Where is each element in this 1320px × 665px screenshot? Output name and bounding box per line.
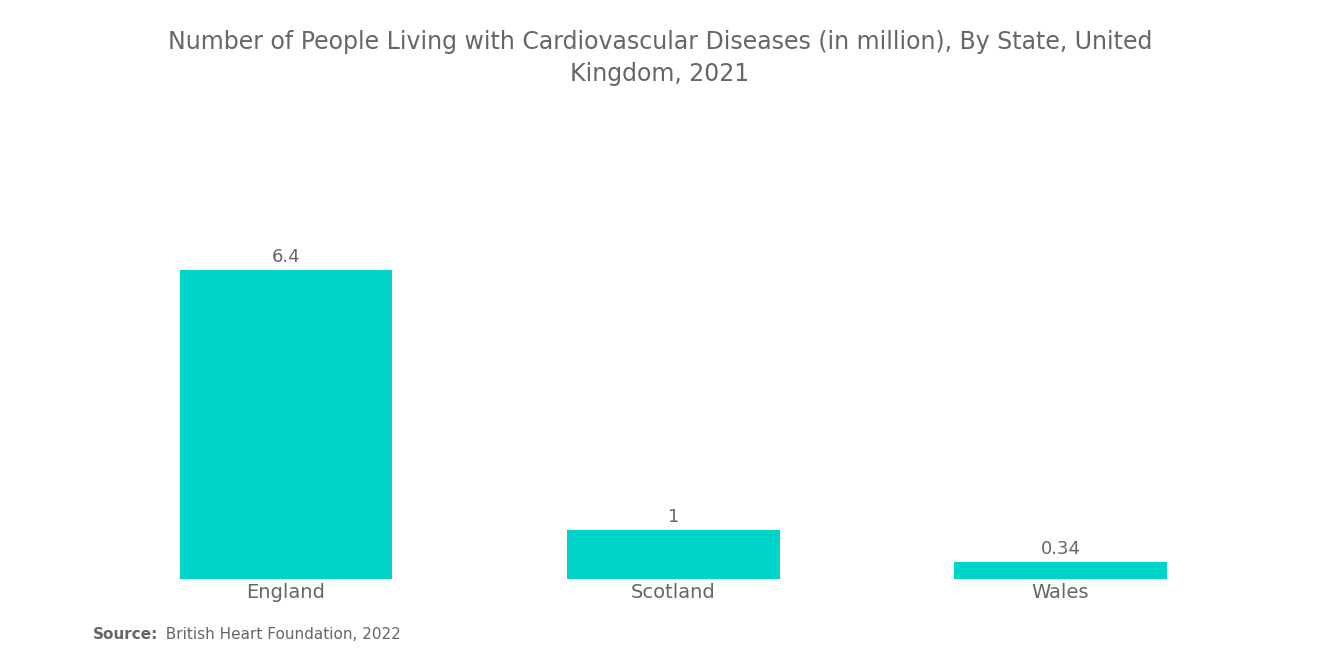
Text: Source:: Source:	[92, 626, 158, 642]
Bar	[566, 531, 780, 579]
Text: 0.34: 0.34	[1040, 540, 1080, 559]
Text: 1: 1	[668, 509, 678, 527]
Bar	[180, 270, 392, 579]
Text: British Heart Foundation, 2022: British Heart Foundation, 2022	[156, 626, 400, 642]
Bar	[954, 562, 1167, 579]
Text: 6.4: 6.4	[272, 248, 301, 266]
Text: Number of People Living with Cardiovascular Diseases (in million), By State, Uni: Number of People Living with Cardiovascu…	[168, 30, 1152, 86]
